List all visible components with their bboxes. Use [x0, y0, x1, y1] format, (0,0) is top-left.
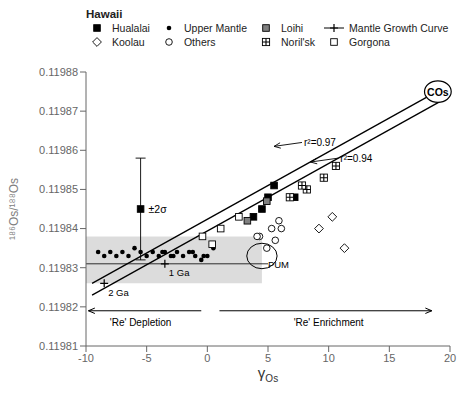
html-text:Hualalai: Hualalai — [112, 22, 150, 34]
svg-text:2 Ga: 2 Ga — [108, 287, 129, 298]
html-text:Upper Mantle: Upper Mantle — [184, 22, 247, 34]
html-text:Noril'sk: Noril'sk — [281, 36, 316, 48]
svg-text:r²=0.94: r²=0.94 — [340, 153, 372, 164]
svg-text:PUM: PUM — [268, 259, 289, 270]
html-text:Hawaii: Hawaii — [86, 8, 123, 20]
svg-text:5: 5 — [265, 352, 271, 364]
svg-text:0.11985: 0.11985 — [39, 183, 78, 195]
svg-text:0.11981: 0.11981 — [39, 340, 78, 352]
svg-text:-5: -5 — [142, 352, 152, 364]
svg-text:20: 20 — [444, 352, 456, 364]
svg-text:10: 10 — [323, 352, 335, 364]
svg-text:±2σ: ±2σ — [149, 203, 168, 215]
svg-text:0.11987: 0.11987 — [39, 105, 78, 117]
svg-text:γOs: γOs — [258, 364, 278, 384]
svg-text:-10: -10 — [78, 352, 94, 364]
svg-text:r²=0.97: r²=0.97 — [304, 137, 336, 148]
html-text:Gorgona: Gorgona — [349, 36, 390, 48]
html-text:Loihi: Loihi — [281, 22, 304, 34]
svg-text:1 Ga: 1 Ga — [169, 267, 190, 278]
svg-text:COs: COs — [427, 86, 449, 98]
svg-text:0.11983: 0.11983 — [39, 262, 78, 274]
html-text:Mantle Growth Curve: Mantle Growth Curve — [349, 22, 449, 34]
svg-text:0: 0 — [204, 352, 210, 364]
svg-text:0.11984: 0.11984 — [39, 222, 78, 234]
svg-text:15: 15 — [383, 352, 395, 364]
svg-text:0.11982: 0.11982 — [39, 301, 78, 313]
html-text:Others: Others — [184, 36, 216, 48]
html-text:Koolau: Koolau — [112, 36, 145, 48]
svg-text:0.11986: 0.11986 — [39, 144, 78, 156]
svg-text:0.11988: 0.11988 — [39, 66, 78, 78]
svg-text:¹⁸⁶Os/¹⁸⁸Os: ¹⁸⁶Os/¹⁸⁸Os — [8, 178, 21, 240]
svg-text:'Re' Depletion: 'Re' Depletion — [110, 317, 172, 328]
svg-text:'Re' Enrichment: 'Re' Enrichment — [294, 317, 364, 328]
